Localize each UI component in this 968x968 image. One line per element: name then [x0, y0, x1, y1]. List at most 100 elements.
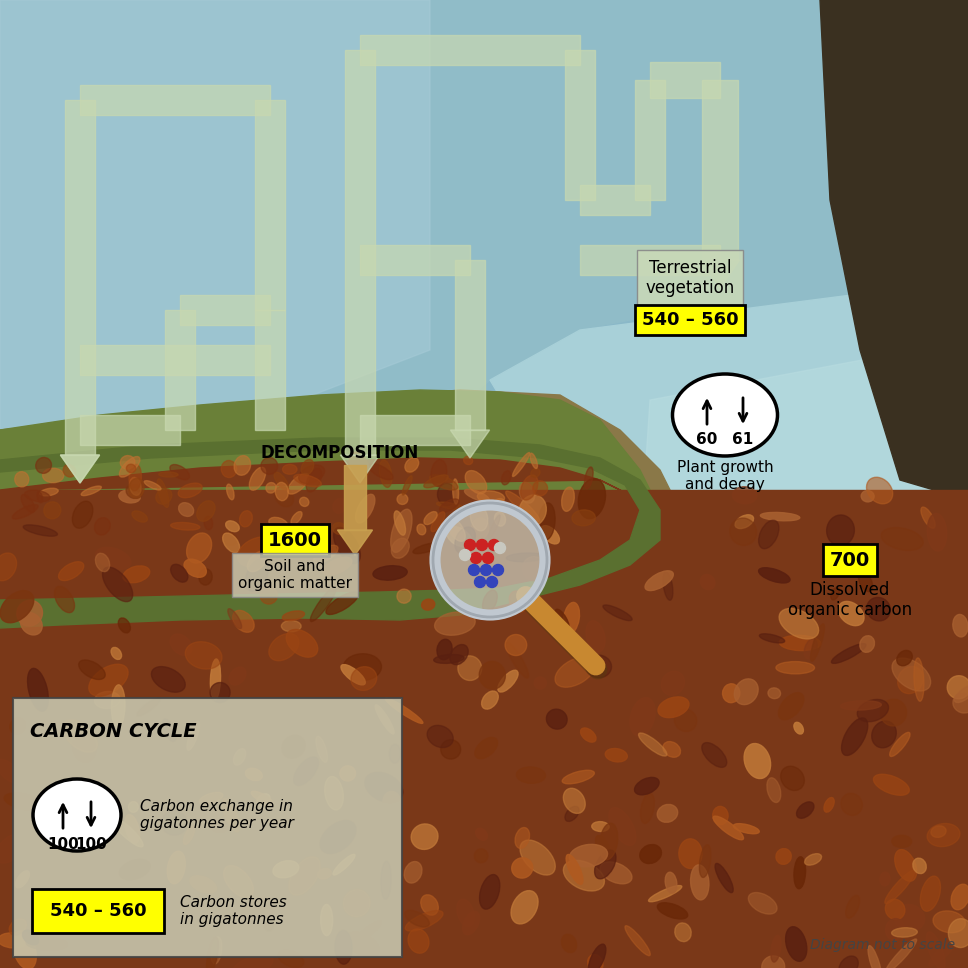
- Ellipse shape: [81, 486, 102, 496]
- Ellipse shape: [20, 613, 43, 635]
- Ellipse shape: [786, 926, 807, 961]
- Ellipse shape: [471, 518, 489, 539]
- Ellipse shape: [119, 860, 150, 880]
- Ellipse shape: [894, 904, 924, 931]
- Ellipse shape: [862, 491, 874, 501]
- Ellipse shape: [466, 470, 487, 494]
- Ellipse shape: [26, 937, 67, 950]
- Ellipse shape: [316, 737, 327, 763]
- Polygon shape: [60, 455, 100, 483]
- Ellipse shape: [405, 910, 430, 927]
- FancyBboxPatch shape: [32, 889, 164, 933]
- Ellipse shape: [914, 658, 924, 701]
- Ellipse shape: [506, 553, 544, 561]
- Circle shape: [489, 539, 499, 551]
- Ellipse shape: [530, 453, 537, 469]
- Ellipse shape: [44, 501, 61, 519]
- Polygon shape: [338, 530, 373, 555]
- Circle shape: [482, 553, 494, 563]
- Ellipse shape: [422, 599, 435, 610]
- Ellipse shape: [320, 821, 356, 854]
- Ellipse shape: [344, 890, 370, 917]
- Ellipse shape: [279, 951, 304, 968]
- Ellipse shape: [949, 919, 968, 948]
- Polygon shape: [580, 185, 650, 215]
- Ellipse shape: [841, 793, 862, 815]
- Ellipse shape: [858, 700, 889, 722]
- Ellipse shape: [515, 828, 529, 848]
- Ellipse shape: [794, 857, 805, 889]
- Ellipse shape: [634, 777, 659, 795]
- Ellipse shape: [675, 709, 697, 732]
- Ellipse shape: [190, 876, 217, 893]
- Ellipse shape: [759, 634, 785, 643]
- Polygon shape: [702, 80, 738, 260]
- Ellipse shape: [532, 481, 548, 496]
- Ellipse shape: [464, 457, 472, 465]
- Ellipse shape: [519, 482, 535, 503]
- Ellipse shape: [640, 844, 661, 863]
- Ellipse shape: [868, 946, 882, 968]
- Circle shape: [469, 564, 479, 576]
- Ellipse shape: [369, 464, 393, 480]
- Ellipse shape: [594, 850, 616, 879]
- Text: 700: 700: [830, 551, 870, 569]
- Ellipse shape: [921, 876, 941, 911]
- Ellipse shape: [892, 658, 930, 691]
- Ellipse shape: [326, 592, 358, 615]
- Ellipse shape: [734, 824, 759, 833]
- Ellipse shape: [43, 469, 64, 483]
- Ellipse shape: [470, 504, 488, 530]
- Ellipse shape: [353, 922, 381, 945]
- Ellipse shape: [111, 817, 143, 847]
- Ellipse shape: [762, 955, 785, 968]
- Ellipse shape: [927, 824, 960, 847]
- Ellipse shape: [379, 460, 392, 488]
- Ellipse shape: [509, 590, 528, 612]
- Ellipse shape: [562, 771, 594, 784]
- Ellipse shape: [351, 667, 377, 690]
- Polygon shape: [180, 295, 270, 325]
- Polygon shape: [0, 438, 660, 628]
- Ellipse shape: [16, 600, 43, 626]
- Ellipse shape: [206, 938, 219, 968]
- Ellipse shape: [170, 634, 192, 655]
- Ellipse shape: [566, 855, 583, 885]
- Ellipse shape: [0, 590, 34, 622]
- Ellipse shape: [273, 861, 299, 878]
- Ellipse shape: [73, 501, 93, 529]
- Ellipse shape: [224, 865, 254, 897]
- Ellipse shape: [246, 559, 268, 591]
- Ellipse shape: [282, 736, 305, 758]
- Ellipse shape: [36, 811, 76, 833]
- Ellipse shape: [411, 824, 438, 850]
- Ellipse shape: [450, 645, 469, 665]
- Ellipse shape: [226, 521, 239, 531]
- Ellipse shape: [33, 779, 121, 851]
- Ellipse shape: [881, 528, 923, 551]
- Text: Carbon stores
in gigatonnes: Carbon stores in gigatonnes: [180, 894, 287, 927]
- Circle shape: [435, 505, 545, 615]
- Ellipse shape: [771, 935, 781, 962]
- Ellipse shape: [768, 688, 780, 699]
- Ellipse shape: [129, 478, 144, 499]
- Ellipse shape: [397, 494, 408, 504]
- Text: 540 – 560: 540 – 560: [642, 311, 739, 329]
- Ellipse shape: [237, 537, 277, 567]
- Ellipse shape: [453, 479, 459, 504]
- Ellipse shape: [13, 504, 38, 519]
- Ellipse shape: [431, 512, 445, 531]
- Ellipse shape: [761, 512, 800, 521]
- Ellipse shape: [561, 487, 574, 511]
- Ellipse shape: [24, 490, 50, 501]
- Text: Carbon exchange in
gigatonnes per year: Carbon exchange in gigatonnes per year: [140, 799, 294, 832]
- Ellipse shape: [927, 513, 947, 551]
- Ellipse shape: [314, 545, 338, 563]
- Ellipse shape: [365, 772, 403, 802]
- Ellipse shape: [231, 954, 273, 968]
- Ellipse shape: [185, 642, 222, 669]
- Ellipse shape: [521, 475, 538, 500]
- Ellipse shape: [933, 911, 965, 933]
- Ellipse shape: [0, 833, 26, 863]
- Ellipse shape: [665, 872, 677, 893]
